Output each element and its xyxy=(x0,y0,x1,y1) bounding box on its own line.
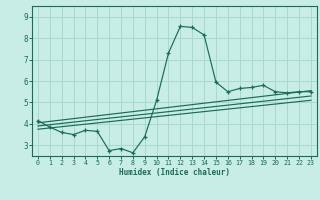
X-axis label: Humidex (Indice chaleur): Humidex (Indice chaleur) xyxy=(119,168,230,177)
